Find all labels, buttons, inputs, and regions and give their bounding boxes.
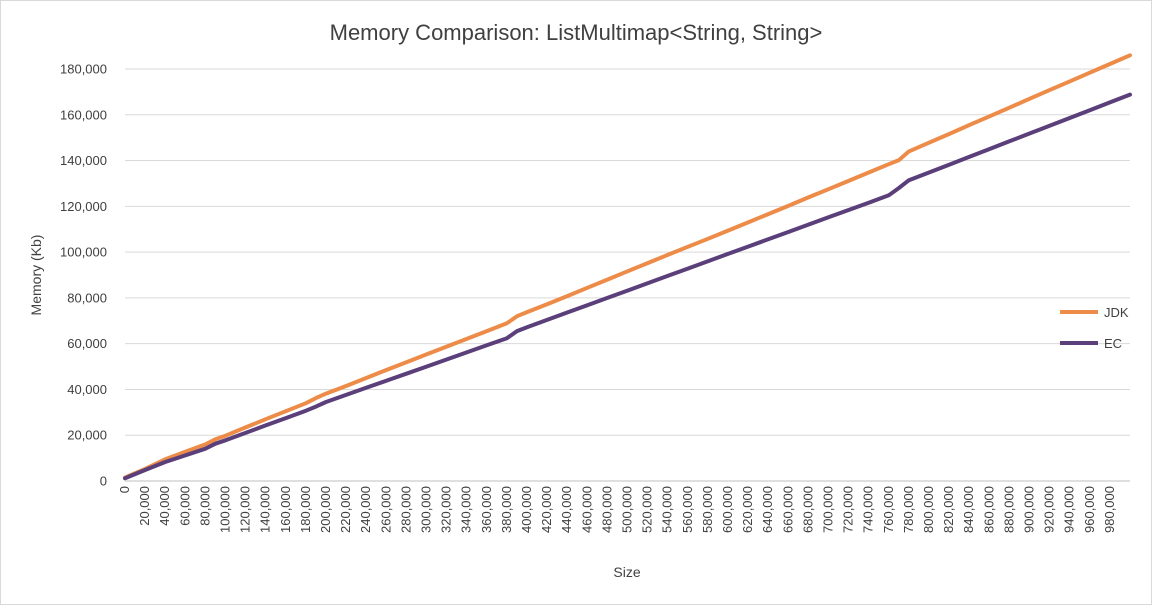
x-tick-label: 380,000 [499, 486, 514, 533]
y-axis-ticks: 0 20,000 40,000 60,000 80,000 100,000 120,000 1… [60, 62, 107, 489]
y-tick-label: 20,000 [67, 428, 107, 443]
x-tick-label: 80,000 [197, 486, 212, 526]
x-tick-label: 640,000 [760, 486, 775, 533]
x-tick-label: 780,000 [901, 486, 916, 533]
x-tick-label: 920,000 [1042, 486, 1057, 533]
x-tick-label: 360,000 [479, 486, 494, 533]
x-tick-label: 180,000 [298, 486, 313, 533]
y-tick-label: 60,000 [67, 336, 107, 351]
x-tick-label: 320,000 [439, 486, 454, 533]
x-tick-label: 560,000 [680, 486, 695, 533]
legend-label-jdk: JDK [1104, 305, 1129, 320]
x-tick-label: 40,000 [157, 486, 172, 526]
x-tick-label: 980,000 [1102, 486, 1117, 533]
x-tick-label: 140,000 [258, 486, 273, 533]
x-tick-label: 300,000 [419, 486, 434, 533]
x-tick-label: 60,000 [177, 486, 192, 526]
legend-label-ec: EC [1104, 336, 1122, 351]
y-tick-label: 180,000 [60, 62, 107, 77]
x-tick-label: 860,000 [981, 486, 996, 533]
x-tick-label: 20,000 [137, 486, 152, 526]
x-tick-label: 480,000 [599, 486, 614, 533]
x-tick-label: 620,000 [740, 486, 755, 533]
x-tick-label: 0 [117, 486, 132, 493]
series-line-jdk [123, 53, 1132, 480]
x-tick-label: 340,000 [459, 486, 474, 533]
series-line-ec [123, 92, 1132, 481]
x-tick-label: 100,000 [218, 486, 233, 533]
legend: JDK EC [1060, 305, 1129, 351]
y-tick-label: 160,000 [60, 107, 107, 122]
x-tick-label: 160,000 [278, 486, 293, 533]
x-tick-label: 400,000 [519, 486, 534, 533]
x-tick-label: 440,000 [559, 486, 574, 533]
y-tick-label: 140,000 [60, 153, 107, 168]
x-tick-label: 800,000 [921, 486, 936, 533]
x-tick-label: 700,000 [821, 486, 836, 533]
x-tick-label: 600,000 [720, 486, 735, 533]
x-axis-ticks: 0 20,000 40,000 60,000 80,000 100,000 120,000 1… [117, 486, 1117, 533]
x-tick-label: 900,000 [1022, 486, 1037, 533]
x-tick-label: 200,000 [318, 486, 333, 533]
x-tick-label: 720,000 [841, 486, 856, 533]
x-tick-label: 820,000 [941, 486, 956, 533]
x-tick-label: 740,000 [861, 486, 876, 533]
x-tick-label: 540,000 [660, 486, 675, 533]
x-tick-label: 460,000 [579, 486, 594, 533]
y-tick-label: 0 [100, 474, 107, 489]
x-tick-label: 940,000 [1062, 486, 1077, 533]
x-tick-label: 880,000 [1001, 486, 1016, 533]
x-tick-label: 840,000 [961, 486, 976, 533]
x-tick-label: 500,000 [620, 486, 635, 533]
y-axis-title: Memory (Kb) [28, 235, 44, 316]
y-tick-label: 120,000 [60, 199, 107, 214]
x-tick-label: 660,000 [780, 486, 795, 533]
x-tick-label: 420,000 [539, 486, 554, 533]
gridlines [125, 68, 1130, 436]
x-tick-label: 520,000 [640, 486, 655, 533]
x-tick-label: 240,000 [358, 486, 373, 533]
x-tick-label: 220,000 [338, 486, 353, 533]
series-lines [123, 53, 1132, 481]
x-tick-label: 580,000 [700, 486, 715, 533]
y-tick-label: 80,000 [67, 290, 107, 305]
x-tick-label: 960,000 [1082, 486, 1097, 533]
x-tick-label: 120,000 [238, 486, 253, 533]
chart-title: Memory Comparison: ListMultimap<String, … [330, 20, 823, 45]
y-tick-label: 100,000 [60, 245, 107, 260]
x-tick-label: 760,000 [881, 486, 896, 533]
x-tick-label: 680,000 [800, 486, 815, 533]
x-axis-title: Size [613, 564, 640, 580]
y-tick-label: 40,000 [67, 382, 107, 397]
x-tick-label: 280,000 [398, 486, 413, 533]
x-tick-label: 260,000 [378, 486, 393, 533]
